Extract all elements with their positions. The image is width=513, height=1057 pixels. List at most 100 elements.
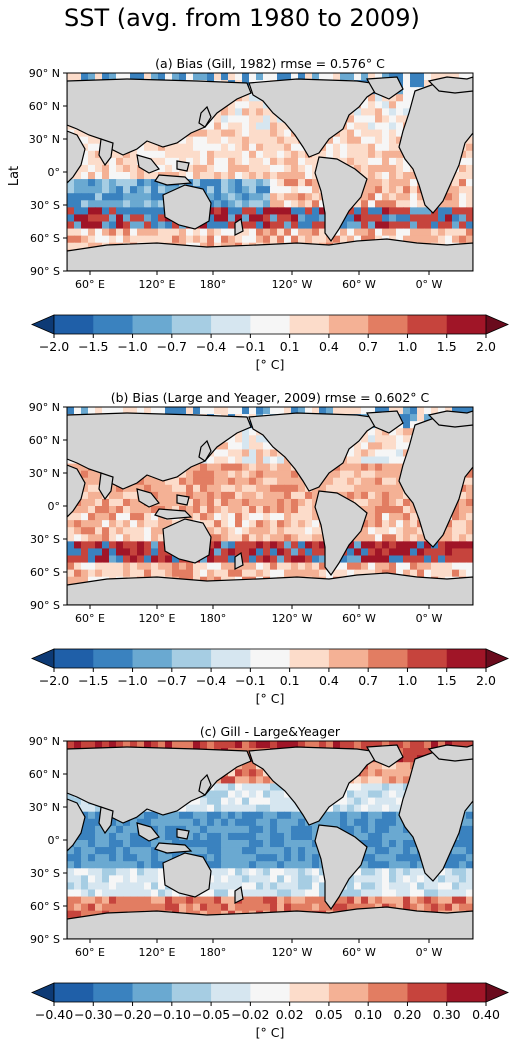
field-cell bbox=[403, 555, 411, 564]
field-cell bbox=[172, 811, 180, 820]
field-cell bbox=[291, 477, 299, 486]
field-cell bbox=[396, 562, 404, 571]
field-cell bbox=[466, 157, 473, 166]
field-cell bbox=[137, 221, 145, 230]
field-cell bbox=[354, 463, 362, 472]
field-cell bbox=[263, 136, 271, 145]
field-cell bbox=[382, 207, 390, 216]
field-cell bbox=[109, 186, 117, 194]
field-cell bbox=[116, 854, 124, 862]
field-cell bbox=[102, 861, 110, 869]
field-cell bbox=[270, 548, 278, 557]
field-cell bbox=[137, 741, 145, 749]
field-cell bbox=[347, 456, 355, 465]
field-cell bbox=[305, 741, 313, 749]
field-cell bbox=[123, 193, 131, 201]
field-cell bbox=[144, 527, 152, 535]
field-cell bbox=[312, 157, 320, 166]
field-cell bbox=[235, 172, 243, 180]
field-cell bbox=[284, 463, 292, 472]
field-cell bbox=[298, 164, 306, 173]
field-cell bbox=[242, 193, 250, 201]
field-cell bbox=[459, 164, 467, 173]
field-cell bbox=[452, 73, 460, 81]
field-cell bbox=[88, 150, 96, 159]
field-cell bbox=[445, 861, 453, 869]
field-cell bbox=[165, 896, 173, 905]
field-cell bbox=[459, 854, 467, 862]
field-cell bbox=[151, 741, 159, 749]
field-cell bbox=[354, 868, 362, 876]
field-cell bbox=[312, 889, 320, 898]
field-cell bbox=[459, 825, 467, 834]
field-cell bbox=[207, 569, 215, 578]
field-cell bbox=[403, 407, 411, 415]
field-cell bbox=[116, 868, 124, 876]
field-cell bbox=[375, 762, 383, 770]
field-cell bbox=[81, 555, 89, 564]
field-cell bbox=[375, 811, 383, 820]
field-cell bbox=[235, 150, 243, 159]
field-cell bbox=[151, 847, 159, 855]
field-cell bbox=[438, 882, 446, 891]
field-cell bbox=[256, 896, 264, 905]
field-cell bbox=[382, 520, 390, 528]
field-cell bbox=[242, 73, 250, 81]
field-cell bbox=[319, 818, 327, 827]
field-cell bbox=[242, 136, 250, 145]
field-cell bbox=[403, 882, 411, 891]
field-cell bbox=[284, 741, 292, 749]
field-cell bbox=[459, 73, 467, 81]
field-cell bbox=[221, 108, 229, 117]
field-cell bbox=[452, 903, 460, 912]
field-cell bbox=[340, 470, 348, 479]
field-cell bbox=[403, 755, 411, 763]
field-cell bbox=[74, 506, 82, 514]
field-cell bbox=[277, 896, 285, 905]
field-cell bbox=[340, 136, 348, 145]
field-cell bbox=[144, 513, 152, 521]
field-cell bbox=[403, 776, 411, 785]
field-cell bbox=[228, 868, 236, 876]
field-cell bbox=[389, 868, 397, 876]
field-cell bbox=[354, 776, 362, 785]
field-cell bbox=[228, 534, 236, 542]
field-cell bbox=[396, 548, 404, 557]
field-cell bbox=[298, 548, 306, 557]
field-cell bbox=[263, 783, 271, 792]
field-cell bbox=[221, 449, 229, 458]
field-cell bbox=[438, 868, 446, 876]
field-cell bbox=[249, 101, 257, 109]
field-cell bbox=[67, 882, 75, 891]
field-cell bbox=[228, 520, 236, 528]
field-cell bbox=[459, 903, 467, 912]
field-cell bbox=[67, 555, 75, 564]
field-cell bbox=[347, 228, 355, 237]
field-cell bbox=[249, 143, 257, 152]
field-cell bbox=[256, 804, 264, 813]
field-cell bbox=[361, 534, 369, 542]
field-cell bbox=[291, 854, 299, 862]
field-cell bbox=[158, 548, 166, 557]
field-cell bbox=[389, 520, 397, 528]
field-cell bbox=[312, 520, 320, 528]
field-cell bbox=[228, 143, 236, 152]
field-cell bbox=[284, 207, 292, 216]
field-cell bbox=[361, 449, 369, 458]
field-cell bbox=[179, 562, 187, 571]
field-cell bbox=[95, 825, 103, 834]
lon-tick-label: 120° E bbox=[139, 612, 176, 625]
field-cell bbox=[284, 143, 292, 152]
field-cell bbox=[74, 741, 82, 749]
field-cell bbox=[74, 534, 82, 542]
colorbar-segment bbox=[54, 649, 94, 668]
field-cell bbox=[410, 513, 418, 521]
field-cell bbox=[88, 804, 96, 813]
field-cell bbox=[403, 513, 411, 521]
field-cell bbox=[424, 889, 432, 898]
field-cell bbox=[459, 484, 467, 493]
field-cell bbox=[249, 435, 257, 443]
field-cell bbox=[228, 477, 236, 486]
field-cell bbox=[151, 555, 159, 564]
field-cell bbox=[249, 456, 257, 465]
